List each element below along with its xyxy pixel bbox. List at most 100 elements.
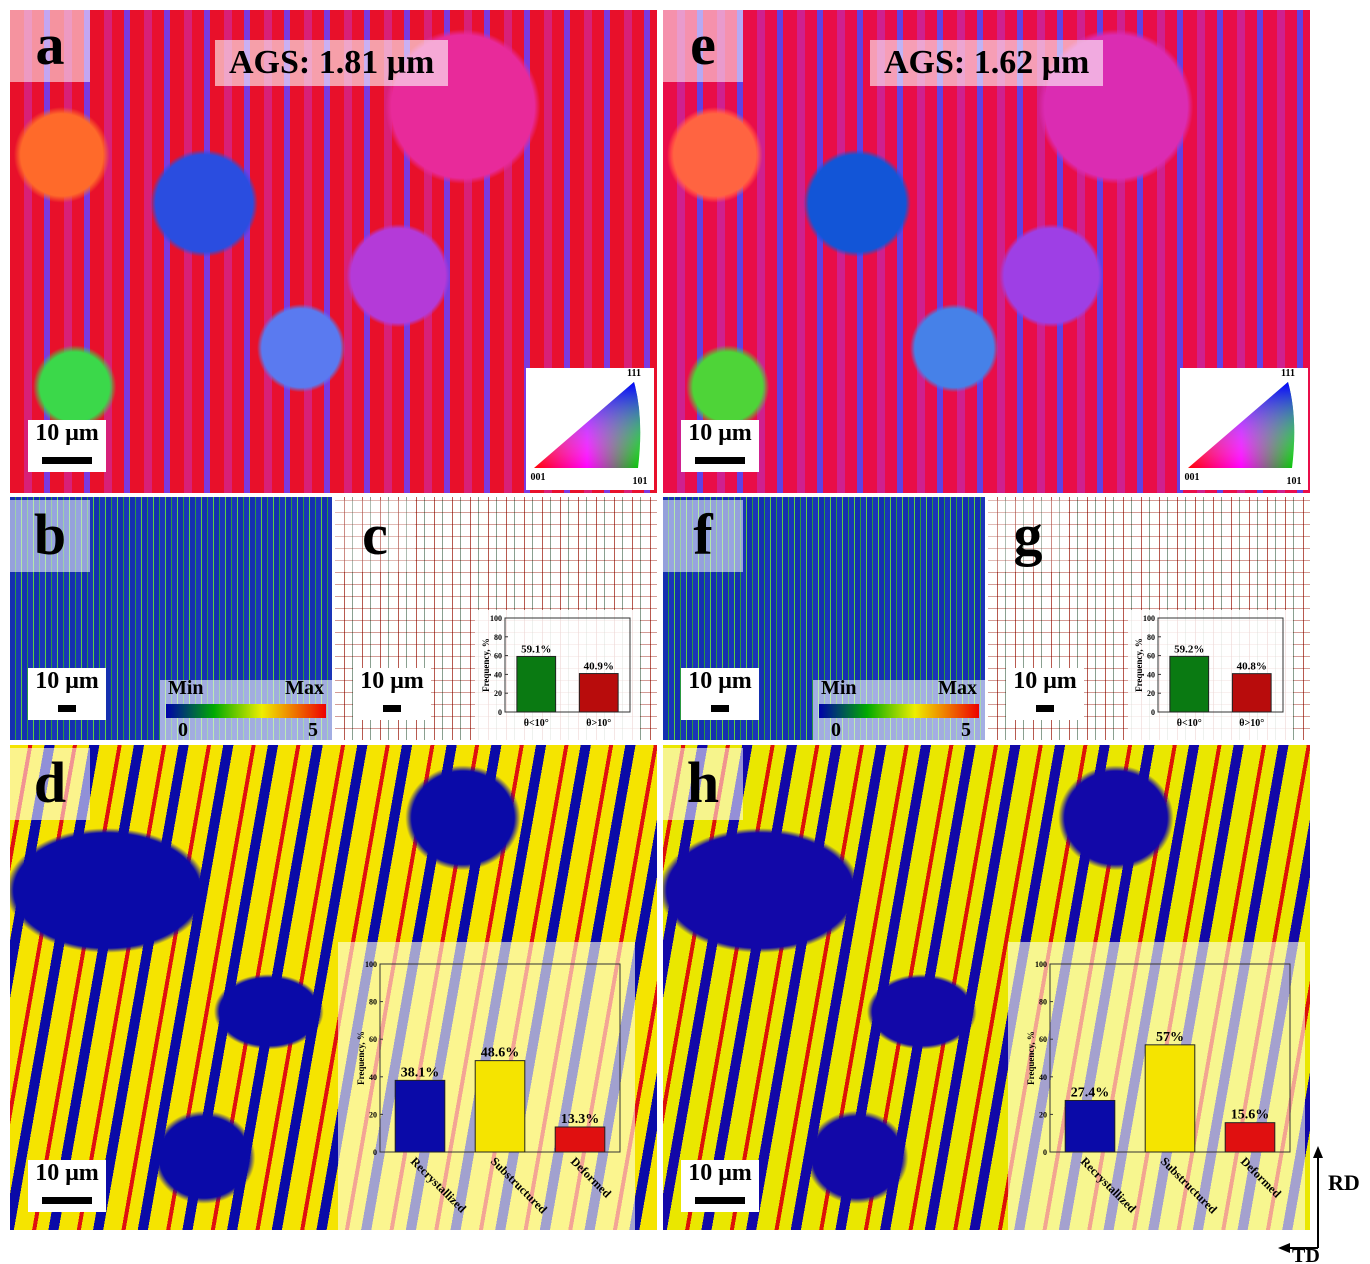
panel-label: a — [10, 10, 90, 82]
bar — [475, 1061, 525, 1152]
y-tick-label: 80 — [494, 633, 502, 642]
scale-text: 10 μm — [688, 668, 752, 694]
scale-bar: 10 μm — [28, 420, 106, 472]
category-label: Substructured — [488, 1154, 550, 1216]
y-tick-label: 20 — [1147, 689, 1155, 698]
value-label: 59.2% — [1174, 643, 1204, 655]
category-label: Recrystallized — [408, 1154, 469, 1215]
kam-low: 0 — [178, 719, 188, 740]
category-label: θ<10° — [1177, 718, 1202, 729]
bar — [579, 674, 618, 712]
panel-label: c — [335, 500, 415, 572]
direction-axes: RD TD — [1270, 1140, 1370, 1264]
ipf-label: 111 — [1281, 368, 1295, 379]
bar — [1232, 674, 1271, 712]
panel-label: g — [988, 500, 1068, 572]
kam-legend: Min Max 0 5 — [813, 680, 985, 740]
y-tick-label: 100 — [1143, 614, 1155, 623]
y-tick-label: 100 — [1035, 960, 1047, 969]
y-tick-label: 60 — [369, 1035, 377, 1044]
category-label: θ<10° — [524, 718, 549, 729]
bar — [1225, 1123, 1275, 1152]
bar — [1170, 656, 1209, 712]
value-label: 15.6% — [1231, 1108, 1270, 1123]
ipf-label: 111 — [627, 368, 641, 379]
bar — [395, 1080, 445, 1152]
y-axis-label: Frequency, % — [1134, 638, 1144, 692]
panel-label: f — [663, 500, 743, 572]
bar — [555, 1127, 605, 1152]
y-tick-label: 60 — [1147, 652, 1155, 661]
ipf-key: 111 001 101 — [526, 368, 654, 490]
y-tick-label: 0 — [373, 1148, 377, 1157]
y-tick-label: 100 — [365, 960, 377, 969]
y-tick-label: 0 — [1043, 1148, 1047, 1157]
ipf-label: 101 — [633, 476, 648, 487]
scale-text: 10 μm — [35, 668, 99, 694]
category-label: Deformed — [568, 1154, 614, 1200]
scale-text: 10 μm — [360, 668, 424, 694]
value-label: 48.6% — [481, 1046, 520, 1061]
category-label: θ>10° — [586, 718, 611, 729]
value-label: 27.4% — [1071, 1085, 1110, 1100]
y-tick-label: 80 — [369, 998, 377, 1007]
scale-bar: 10 μm — [1006, 668, 1084, 720]
y-tick-label: 80 — [1147, 633, 1155, 642]
kam-min: Min — [821, 680, 857, 699]
y-axis-label: Frequency, % — [356, 1031, 366, 1085]
ipf-label: 001 — [531, 472, 546, 483]
ags-label: AGS: 1.62 μm — [870, 40, 1103, 86]
panel-label: h — [663, 748, 743, 820]
y-tick-label: 60 — [494, 652, 502, 661]
inset-chart: 0 20 40 60 80 100 Frequency, % 59.2% θ<10° 40.8% θ… — [1128, 610, 1293, 740]
kam-high: 5 — [961, 719, 971, 740]
panel-label: b — [10, 500, 90, 572]
ipf-key: 111 001 101 — [1180, 368, 1308, 490]
kam-min: Min — [168, 680, 204, 699]
y-tick-label: 40 — [1039, 1073, 1047, 1082]
inset-chart: 0 20 40 60 80 100 Frequency, % 38.1% Recrystalli… — [338, 942, 635, 1230]
ags-label: AGS: 1.81 μm — [215, 40, 448, 86]
kam-max: Max — [938, 680, 977, 699]
y-axis-label: Frequency, % — [1026, 1031, 1036, 1085]
category-label: Recrystallized — [1078, 1154, 1139, 1215]
y-tick-label: 20 — [494, 689, 502, 698]
scale-text: 10 μm — [35, 1160, 99, 1186]
ipf-label: 001 — [1185, 472, 1200, 483]
y-tick-label: 0 — [1151, 708, 1155, 717]
value-label: 40.8% — [1237, 661, 1267, 673]
scale-bar: 10 μm — [28, 1160, 106, 1212]
scale-bar: 10 μm — [681, 420, 759, 472]
scale-text: 10 μm — [1013, 668, 1077, 694]
category-label: Substructured — [1158, 1154, 1220, 1216]
scale-text: 10 μm — [35, 420, 99, 446]
y-tick-label: 40 — [369, 1073, 377, 1082]
y-tick-label: 80 — [1039, 998, 1047, 1007]
scale-bar: 10 μm — [353, 668, 431, 720]
y-tick-label: 100 — [490, 614, 502, 623]
scale-bar: 10 μm — [28, 668, 106, 720]
value-label: 38.1% — [401, 1065, 440, 1080]
panel-label: d — [10, 748, 90, 820]
y-tick-label: 40 — [494, 670, 502, 679]
bar — [1065, 1100, 1115, 1152]
kam-low: 0 — [831, 719, 841, 740]
y-tick-label: 40 — [1147, 670, 1155, 679]
direction-label: TD — [1292, 1245, 1320, 1264]
category-label: θ>10° — [1239, 718, 1264, 729]
scale-text: 10 μm — [688, 1160, 752, 1186]
y-tick-label: 20 — [1039, 1110, 1047, 1119]
bar — [1145, 1045, 1195, 1152]
y-axis-label: Frequency, % — [481, 638, 491, 692]
value-label: 40.9% — [584, 661, 614, 673]
y-tick-label: 20 — [369, 1110, 377, 1119]
scale-bar: 10 μm — [681, 668, 759, 720]
kam-legend: Min Max 0 5 — [160, 680, 332, 740]
value-label: 57% — [1156, 1030, 1184, 1045]
bar — [517, 656, 556, 712]
value-label: 13.3% — [561, 1112, 600, 1127]
y-tick-label: 0 — [498, 708, 502, 717]
ipf-label: 101 — [1287, 476, 1302, 487]
